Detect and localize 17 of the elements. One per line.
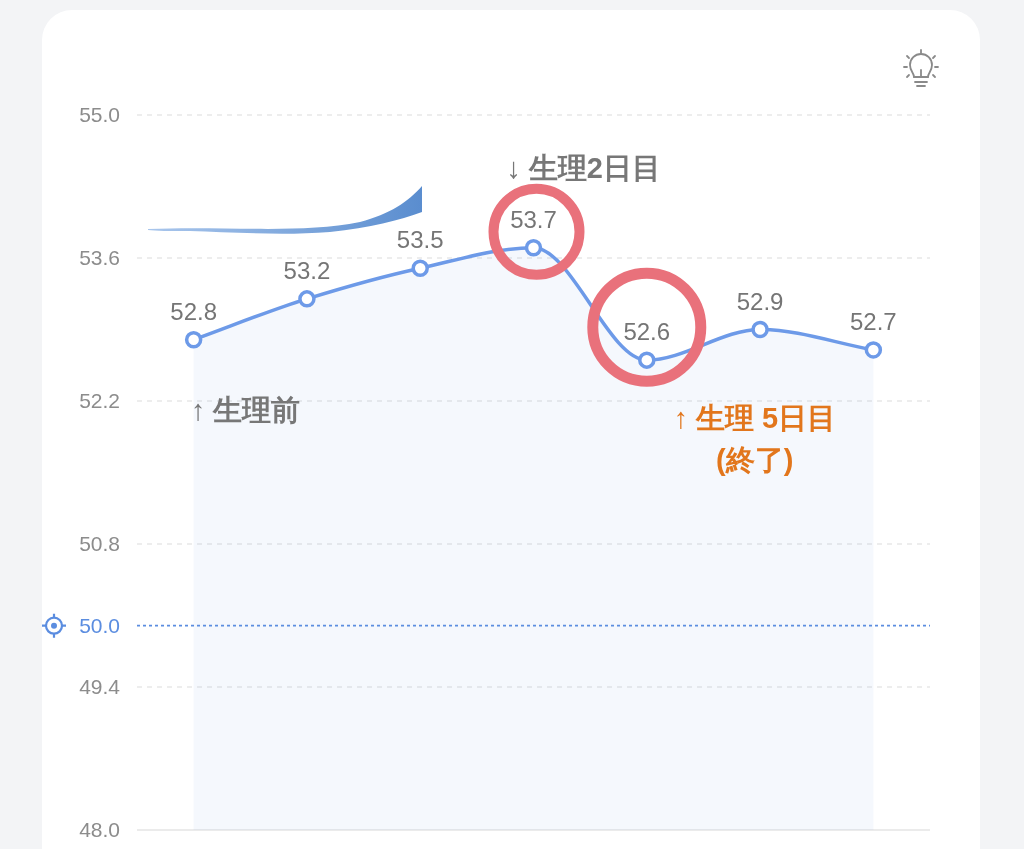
y-tick-label: 55.0: [79, 103, 120, 126]
data-label: 52.6: [623, 318, 671, 346]
data-label: 53.5: [396, 226, 444, 254]
data-label: 52.8: [170, 297, 217, 325]
data-label: 53.7: [510, 205, 557, 233]
ref-line-label: 50.0: [79, 613, 120, 637]
data-label: 53.2: [283, 256, 331, 284]
y-tick-label: 49.4: [79, 675, 121, 698]
annotation: ↓ 生理2日目: [506, 151, 661, 184]
annotation: ↑ 生理前: [190, 393, 301, 426]
data-label: 52.9: [736, 287, 784, 315]
y-tick-label: 50.8: [79, 532, 120, 555]
y-tick-label: 52.2: [79, 389, 120, 412]
y-tick-label: 53.6: [79, 246, 120, 269]
y-tick-label: 48.0: [79, 818, 120, 841]
annotation: ↑ 生理 5日目 (終了): [673, 402, 837, 477]
data-label: 52.7: [850, 307, 897, 335]
